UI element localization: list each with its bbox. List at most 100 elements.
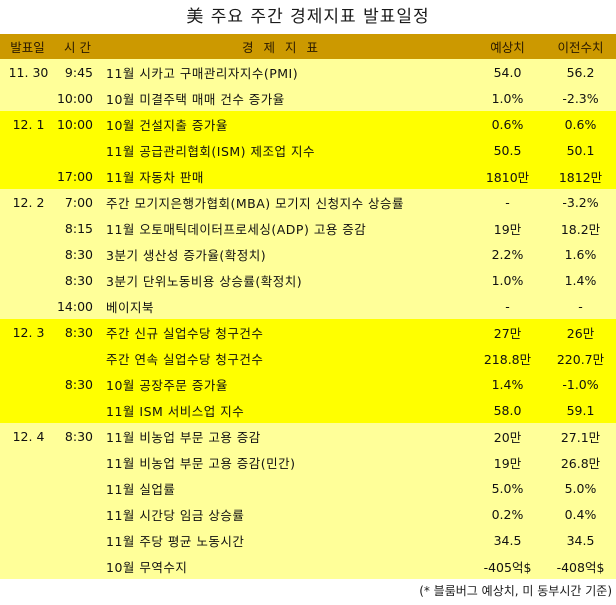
economic-calendar-table: 발표일 시 간 경제지표 예상치 이전수치 11. 30 9:45 11월 시카… <box>0 34 616 579</box>
cell-previous: 26.8만 <box>560 455 601 471</box>
table-row: 8:15 11월 오토매틱데이터프로세싱(ADP) 고용 증감 19만 18.2… <box>0 215 616 241</box>
table-header: 발표일 시 간 경제지표 예상치 이전수치 <box>0 34 616 59</box>
cell-expected: - <box>505 298 510 314</box>
cell-indicator: 11월 오토매틱데이터프로세싱(ADP) 고용 증감 <box>106 221 367 237</box>
cell-expected: 19만 <box>493 221 522 237</box>
cell-expected: 1.0% <box>491 90 524 106</box>
cell-previous: 5.0% <box>564 480 597 496</box>
table-row: 12. 3 8:30 주간 신규 실업수당 청구건수 27만 26만 <box>0 319 616 345</box>
cell-previous: -2.3% <box>562 90 599 106</box>
cell-time: 8:30 <box>64 324 93 340</box>
cell-time: 10:00 <box>56 90 93 106</box>
cell-time: 8:30 <box>64 272 93 288</box>
cell-indicator: 11월 ISM 서비스업 지수 <box>106 403 245 419</box>
table-row: 17:00 11월 자동차 판매 1810만 1812만 <box>0 163 616 189</box>
cell-previous: -1.0% <box>562 376 599 392</box>
cell-indicator: 베이지북 <box>106 299 155 315</box>
table-row: 주간 연속 실업수당 청구건수 218.8만 220.7만 <box>0 345 616 371</box>
cell-previous: 18.2만 <box>560 221 601 237</box>
cell-time: 8:30 <box>64 376 93 392</box>
cell-expected: 19만 <box>493 455 522 471</box>
cell-expected: 50.5 <box>493 142 522 158</box>
cell-date: 12. 3 <box>12 324 45 340</box>
cell-previous: -3.2% <box>562 194 599 210</box>
footnote: (* 블룸버그 예상치, 미 동부시간 기준) <box>419 584 612 598</box>
header-previous: 이전수치 <box>557 40 604 55</box>
cell-expected: 1.0% <box>491 272 524 288</box>
cell-expected: 27만 <box>493 325 522 341</box>
cell-previous: - <box>578 298 583 314</box>
table-row: 14:00 베이지북 - - <box>0 293 616 319</box>
cell-indicator: 11월 시카고 구매관리자지수(PMI) <box>106 65 299 81</box>
cell-time: 17:00 <box>56 168 93 184</box>
cell-indicator: 주간 모기지은행가협회(MBA) 모기지 신청지수 상승률 <box>106 195 405 211</box>
cell-expected: -405억$ <box>483 559 532 575</box>
cell-indicator: 주간 연속 실업수당 청구건수 <box>106 351 264 367</box>
cell-expected: 0.2% <box>491 506 524 522</box>
cell-time: 8:30 <box>64 246 93 262</box>
cell-date: 11. 30 <box>8 64 49 80</box>
cell-indicator: 10월 건설지출 증가율 <box>106 117 228 133</box>
cell-expected: - <box>505 194 510 210</box>
cell-time: 9:45 <box>64 64 93 80</box>
table-row: 11월 공급관리협회(ISM) 제조업 지수 50.5 50.1 <box>0 137 616 163</box>
cell-time: 8:30 <box>64 428 93 444</box>
cell-expected: 1.4% <box>491 376 524 392</box>
cell-expected: 58.0 <box>493 402 522 418</box>
table-row: 8:30 3분기 생산성 증가율(확정치) 2.2% 1.6% <box>0 241 616 267</box>
cell-indicator: 10월 공장주문 증가율 <box>106 377 228 393</box>
table-row: 8:30 10월 공장주문 증가율 1.4% -1.0% <box>0 371 616 397</box>
table-row: 12. 4 8:30 11월 비농업 부문 고용 증감 20만 27.1만 <box>0 423 616 449</box>
cell-indicator: 10월 무역수지 <box>106 559 188 575</box>
cell-expected: 20만 <box>493 429 522 445</box>
table-row: 11월 시간당 임금 상승률 0.2% 0.4% <box>0 501 616 527</box>
cell-indicator: 11월 시간당 임금 상승률 <box>106 507 245 523</box>
table-row: 10:00 10월 미결주택 매매 건수 증가율 1.0% -2.3% <box>0 85 616 111</box>
cell-previous: 1812만 <box>558 169 603 185</box>
table-row: 11월 주당 평균 노동시간 34.5 34.5 <box>0 527 616 553</box>
cell-previous: 0.6% <box>564 116 597 132</box>
cell-time: 14:00 <box>56 298 93 314</box>
cell-expected: 34.5 <box>493 532 522 548</box>
header-time: 시 간 <box>64 40 91 55</box>
header-date: 발표일 <box>10 40 45 55</box>
table-row: 8:30 3분기 단위노동비용 상승률(확정치) 1.0% 1.4% <box>0 267 616 293</box>
header-expected: 예상치 <box>490 40 525 55</box>
cell-expected: 54.0 <box>493 64 522 80</box>
cell-indicator: 11월 실업률 <box>106 481 176 497</box>
table-row: 11월 실업률 5.0% 5.0% <box>0 475 616 501</box>
table-row: 12. 2 7:00 주간 모기지은행가협회(MBA) 모기지 신청지수 상승률… <box>0 189 616 215</box>
cell-previous: 56.2 <box>566 64 595 80</box>
cell-date: 12. 1 <box>12 116 45 132</box>
cell-date: 12. 4 <box>12 428 45 444</box>
cell-indicator: 10월 미결주택 매매 건수 증가율 <box>106 91 285 107</box>
cell-indicator: 11월 비농업 부문 고용 증감 <box>106 429 261 445</box>
cell-previous: 1.6% <box>564 246 597 262</box>
cell-previous: 220.7만 <box>556 351 605 367</box>
cell-date: 12. 2 <box>12 194 45 210</box>
table-row: 10월 무역수지 -405억$ -408억$ <box>0 553 616 579</box>
table-row: 11월 ISM 서비스업 지수 58.0 59.1 <box>0 397 616 423</box>
cell-indicator: 11월 자동차 판매 <box>106 169 204 185</box>
cell-expected: 218.8만 <box>483 351 532 367</box>
page-title: 美 주요 주간 경제지표 발표일정 <box>186 7 430 27</box>
cell-previous: 0.4% <box>564 506 597 522</box>
cell-previous: -408억$ <box>556 559 605 575</box>
cell-time: 10:00 <box>56 116 93 132</box>
cell-indicator: 11월 공급관리협회(ISM) 제조업 지수 <box>106 143 315 159</box>
cell-expected: 5.0% <box>491 480 524 496</box>
cell-indicator: 3분기 생산성 증가율(확정치) <box>106 247 267 263</box>
cell-expected: 1810만 <box>485 169 530 185</box>
cell-previous: 34.5 <box>566 532 595 548</box>
cell-previous: 26만 <box>566 325 595 341</box>
table-row: 11. 30 9:45 11월 시카고 구매관리자지수(PMI) 54.0 56… <box>0 59 616 85</box>
cell-indicator: 3분기 단위노동비용 상승률(확정치) <box>106 273 303 289</box>
cell-previous: 59.1 <box>566 402 595 418</box>
cell-indicator: 11월 주당 평균 노동시간 <box>106 533 245 549</box>
cell-time: 8:15 <box>64 220 93 236</box>
cell-time: 7:00 <box>64 194 93 210</box>
cell-indicator: 11월 비농업 부문 고용 증감(민간) <box>106 455 296 471</box>
cell-indicator: 주간 신규 실업수당 청구건수 <box>106 325 264 341</box>
cell-expected: 0.6% <box>491 116 524 132</box>
table-row: 12. 1 10:00 10월 건설지출 증가율 0.6% 0.6% <box>0 111 616 137</box>
